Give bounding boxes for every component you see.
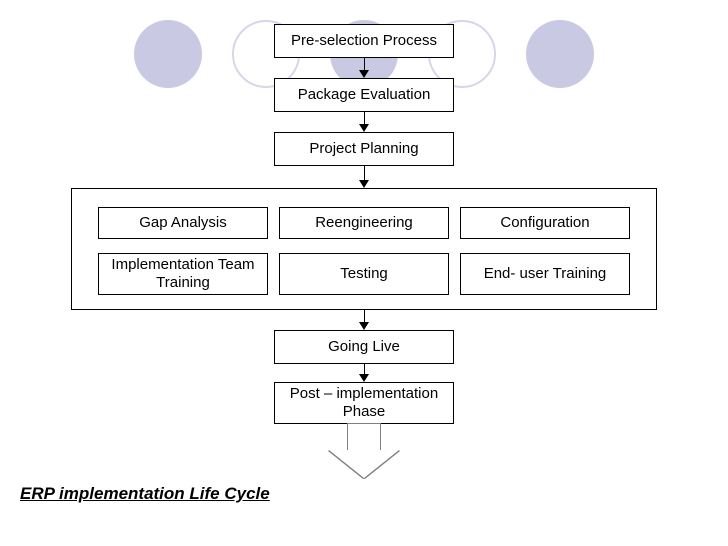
node-reengineering: Reengineering <box>279 207 449 239</box>
node-gap-analysis: Gap Analysis <box>98 207 268 239</box>
node-post-implementation: Post – implementation Phase <box>274 382 454 424</box>
node-container: Gap Analysis Reengineering Configuration… <box>71 188 657 310</box>
diagram-title: ERP implementation Life Cycle <box>20 484 270 504</box>
arrow-2 <box>359 112 369 132</box>
arrow-1 <box>359 58 369 78</box>
arrow-4 <box>359 310 369 330</box>
node-pre-selection: Pre-selection Process <box>274 24 454 58</box>
arrow-3 <box>359 166 369 188</box>
node-going-live: Going Live <box>274 330 454 364</box>
node-testing: Testing <box>279 253 449 295</box>
big-arrow-icon <box>329 423 399 479</box>
node-end-user-training: End- user Training <box>460 253 630 295</box>
node-impl-team-training: Implementation Team Training <box>98 253 268 295</box>
node-project-planning: Project Planning <box>274 132 454 166</box>
container-row-2: Implementation Team Training Testing End… <box>98 253 630 295</box>
node-configuration: Configuration <box>460 207 630 239</box>
arrow-5 <box>359 364 369 382</box>
flowchart: Pre-selection Process Package Evaluation… <box>0 24 728 479</box>
node-package-evaluation: Package Evaluation <box>274 78 454 112</box>
container-row-1: Gap Analysis Reengineering Configuration <box>98 207 630 239</box>
